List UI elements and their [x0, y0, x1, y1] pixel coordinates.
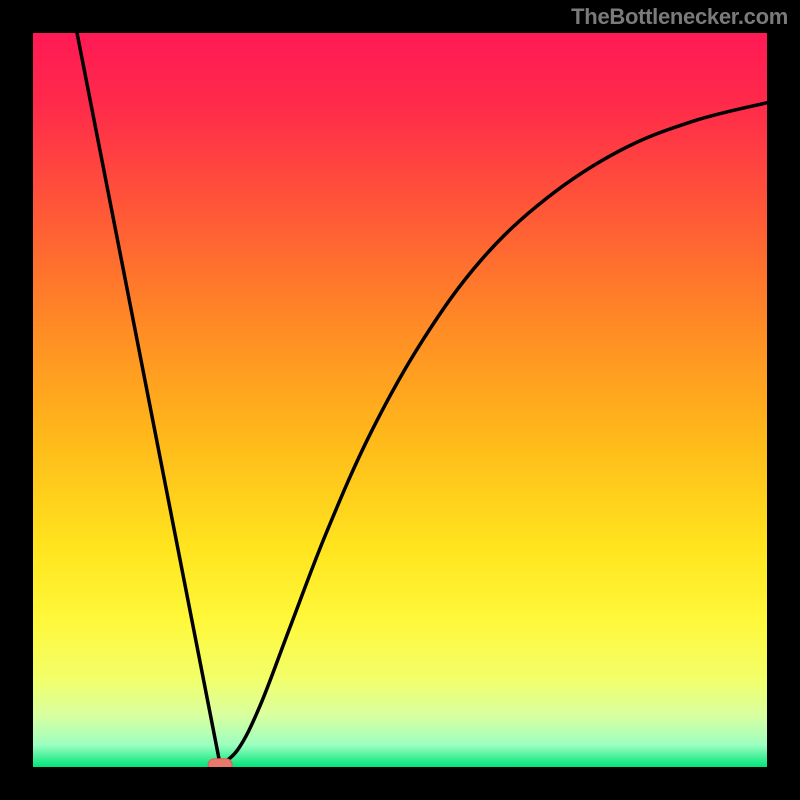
plot-area: [33, 33, 767, 767]
chart-svg: [33, 33, 767, 767]
optimum-marker: [208, 759, 232, 767]
watermark-text: TheBottlenecker.com: [571, 4, 788, 30]
gradient-background: [33, 33, 767, 767]
chart-container: TheBottlenecker.com: [0, 0, 800, 800]
